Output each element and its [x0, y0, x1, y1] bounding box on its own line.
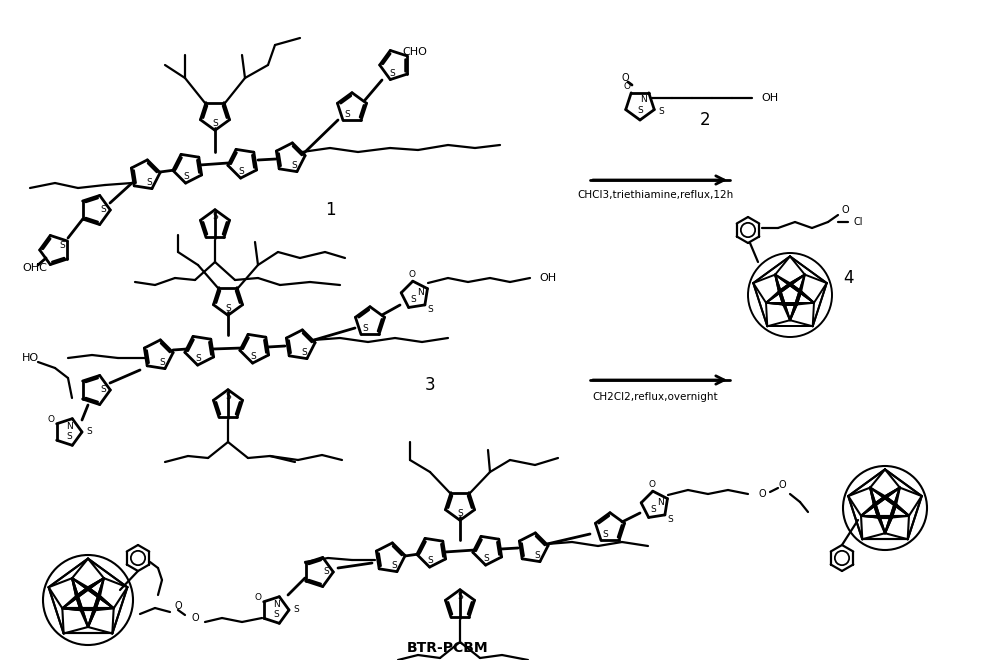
- Text: BTR-PCBM: BTR-PCBM: [407, 641, 489, 655]
- Text: S: S: [534, 551, 540, 560]
- Text: O: O: [174, 601, 182, 611]
- Text: N: N: [67, 422, 73, 430]
- Text: S: S: [101, 205, 106, 214]
- Text: S: S: [362, 324, 368, 333]
- Text: S: S: [428, 556, 434, 565]
- Text: S: S: [196, 354, 202, 363]
- Text: 2: 2: [700, 111, 710, 129]
- Text: S: S: [659, 108, 664, 116]
- Text: S: S: [484, 554, 490, 563]
- Text: O: O: [191, 613, 199, 623]
- Text: S: S: [457, 592, 463, 601]
- Text: CH2Cl2,reflux,overnight: CH2Cl2,reflux,overnight: [592, 392, 718, 402]
- Text: O: O: [255, 593, 262, 602]
- Text: S: S: [650, 505, 656, 514]
- Text: S: S: [391, 561, 397, 570]
- Text: S: S: [324, 568, 329, 576]
- Text: O: O: [621, 73, 629, 83]
- Text: S: S: [637, 106, 643, 115]
- Text: S: S: [390, 69, 395, 77]
- Text: S: S: [225, 392, 231, 401]
- Text: CHCl3,triethiamine,reflux,12h: CHCl3,triethiamine,reflux,12h: [577, 190, 733, 200]
- Text: O: O: [778, 480, 786, 490]
- Text: O: O: [648, 480, 655, 489]
- Text: S: S: [212, 212, 218, 221]
- Text: 4: 4: [843, 269, 853, 287]
- Text: OH: OH: [761, 93, 779, 103]
- Text: N: N: [657, 498, 664, 507]
- Text: S: S: [146, 178, 152, 187]
- Text: Cl: Cl: [853, 217, 863, 227]
- Text: S: S: [101, 385, 106, 395]
- Text: S: S: [457, 509, 463, 518]
- Text: S: S: [291, 161, 297, 170]
- Text: O: O: [841, 205, 849, 215]
- Text: HO: HO: [22, 353, 39, 363]
- Text: S: S: [59, 240, 65, 249]
- Text: S: S: [427, 306, 433, 314]
- Text: S: S: [410, 295, 416, 304]
- Text: S: S: [293, 605, 299, 614]
- Text: N: N: [417, 288, 424, 296]
- Text: OH: OH: [539, 273, 557, 283]
- Text: S: S: [667, 515, 673, 524]
- Text: N: N: [641, 95, 647, 104]
- Text: S: S: [212, 119, 218, 128]
- Text: 1: 1: [325, 201, 335, 219]
- Text: S: S: [301, 348, 307, 357]
- Text: OHC: OHC: [22, 263, 47, 273]
- Text: O: O: [758, 489, 766, 499]
- Text: 3: 3: [425, 376, 435, 394]
- Text: O: O: [48, 415, 55, 424]
- Text: S: S: [184, 172, 190, 181]
- Text: S: S: [67, 432, 72, 441]
- Text: O: O: [408, 270, 415, 279]
- Text: S: S: [86, 428, 92, 436]
- Text: N: N: [274, 599, 280, 609]
- Text: S: S: [344, 110, 350, 119]
- Text: S: S: [159, 358, 165, 367]
- Text: S: S: [602, 530, 608, 539]
- Text: S: S: [274, 610, 279, 619]
- Text: CHO: CHO: [403, 47, 427, 57]
- Text: S: S: [251, 352, 257, 361]
- Text: S: S: [225, 304, 231, 313]
- Text: S: S: [239, 167, 245, 176]
- Text: O: O: [623, 82, 630, 91]
